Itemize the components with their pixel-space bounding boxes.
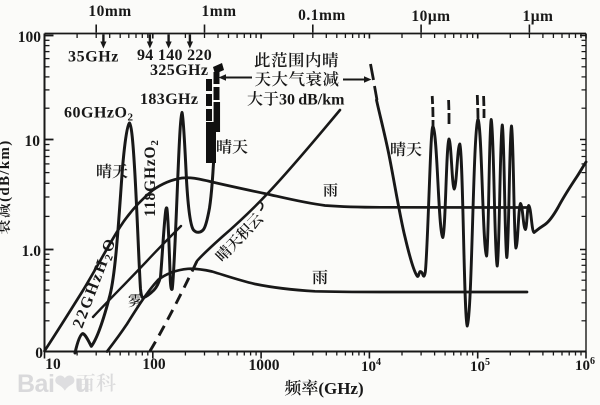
svg-text:35GHz: 35GHz — [68, 49, 119, 66]
svg-text:大于30 dB/km: 大于30 dB/km — [247, 87, 345, 110]
svg-text:10μm: 10μm — [411, 8, 450, 25]
svg-text:0: 0 — [35, 345, 43, 362]
svg-text:106: 106 — [575, 356, 595, 374]
svg-text:104: 104 — [361, 357, 381, 375]
svg-text:10: 10 — [45, 356, 61, 373]
svg-text:94 140 220: 94 140 220 — [137, 47, 212, 64]
svg-text:1.0: 1.0 — [22, 243, 42, 260]
svg-text:1000: 1000 — [249, 357, 280, 374]
svg-text:118GHzO2: 118GHzO2 — [142, 139, 161, 216]
svg-text:Bai❤u: Bai❤u — [17, 370, 90, 398]
svg-text:0.1mm: 0.1mm — [298, 7, 346, 24]
svg-text:雨: 雨 — [323, 180, 338, 201]
svg-text:10mm: 10mm — [88, 3, 131, 20]
svg-text:此范围内晴: 此范围内晴 — [254, 47, 339, 71]
svg-text:天大气衰减: 天大气衰减 — [255, 66, 340, 90]
svg-text:衰减(dB/km): 衰减(dB/km) — [0, 139, 14, 234]
svg-text:晴天积云: 晴天积云 — [211, 208, 268, 266]
svg-text:晴天: 晴天 — [390, 137, 422, 160]
svg-text:雾: 雾 — [128, 290, 143, 311]
svg-text:雨: 雨 — [312, 265, 328, 288]
svg-text:325GHz: 325GHz — [150, 62, 208, 79]
svg-text:100: 100 — [142, 356, 166, 373]
svg-text:晴天: 晴天 — [96, 159, 128, 182]
svg-text:183GHz: 183GHz — [140, 91, 198, 108]
svg-text:60GHzO2: 60GHzO2 — [64, 105, 133, 124]
svg-text:百科: 百科 — [76, 367, 116, 396]
svg-text:1μm: 1μm — [523, 8, 554, 25]
svg-text:频率(GHz): 频率(GHz) — [284, 374, 363, 399]
svg-text:1mm: 1mm — [201, 3, 236, 20]
svg-text:10: 10 — [25, 133, 41, 150]
svg-text:22GHzH2O: 22GHzH2O — [70, 235, 122, 331]
svg-text:100: 100 — [18, 29, 42, 46]
svg-text:105: 105 — [470, 357, 490, 375]
svg-text:晴天: 晴天 — [216, 135, 248, 158]
